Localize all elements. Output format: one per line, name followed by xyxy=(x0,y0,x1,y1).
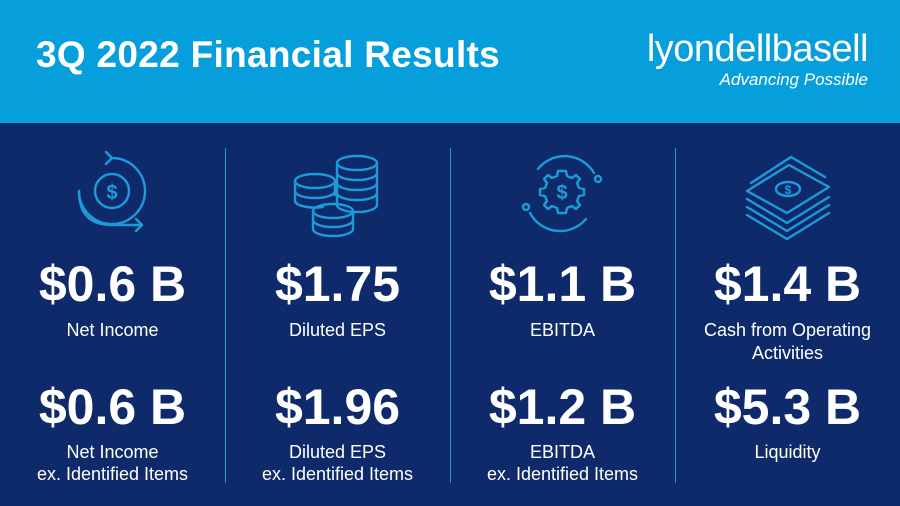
diluted-eps-value: $1.75 xyxy=(274,256,401,312)
metric-column-cash: $ $1.4 B Cash from Operating Activities … xyxy=(675,123,900,506)
svg-text:$: $ xyxy=(556,182,567,204)
svg-text:$: $ xyxy=(106,182,117,204)
logo-wordmark: lyondellbasell xyxy=(646,28,869,70)
page-title: 3Q 2022 Financial Results xyxy=(36,34,501,75)
column-divider xyxy=(450,148,451,483)
dollar-circular-arrows-icon: $ xyxy=(77,150,147,233)
cash-from-operations-value: $1.4 B xyxy=(713,256,862,312)
brand-logo: lyondellbasell Advancing Possible xyxy=(646,28,869,90)
logo-tagline: Advancing Possible xyxy=(719,70,868,89)
ebitda-ex-sublabel: ex. Identified Items xyxy=(486,464,639,484)
svg-text:$: $ xyxy=(785,183,792,197)
ebitda-ex-label: EBITDA xyxy=(529,442,595,462)
metric-column-ebitda: $ $1.1 B EBITDA $1.2 B EBITDA ex. Identi… xyxy=(450,123,675,506)
coin-stacks-icon xyxy=(293,154,379,238)
metric-column-net-income: $ $0.6 B Net Income $0.6 B Net Income ex… xyxy=(0,123,225,506)
header-banner: 3Q 2022 Financial Results lyondellbasell… xyxy=(0,0,900,123)
net-income-label: Net Income xyxy=(66,320,159,340)
ebitda-label: EBITDA xyxy=(529,320,595,340)
liquidity-label: Liquidity xyxy=(754,442,821,462)
dollar-gear-icon: $ xyxy=(521,155,603,233)
liquidity-value: $5.3 B xyxy=(713,379,862,435)
net-income-ex-value: $0.6 B xyxy=(38,379,187,435)
column-divider xyxy=(225,148,226,483)
metrics-panel: $ $0.6 B Net Income $0.6 B Net Income ex… xyxy=(0,123,900,506)
diluted-eps-ex-sublabel: ex. Identified Items xyxy=(261,464,414,484)
metric-column-eps: $1.75 Diluted EPS $1.96 Diluted EPS ex. … xyxy=(225,123,450,506)
net-income-ex-label: Net Income xyxy=(66,442,159,462)
ebitda-value: $1.1 B xyxy=(488,256,637,312)
cash-from-operations-sublabel: Activities xyxy=(751,343,823,363)
cash-from-operations-label: Cash from Operating xyxy=(703,320,872,340)
diluted-eps-ex-value: $1.96 xyxy=(274,379,401,435)
diluted-eps-label: Diluted EPS xyxy=(288,320,387,340)
net-income-value: $0.6 B xyxy=(38,256,187,312)
ebitda-ex-value: $1.2 B xyxy=(488,379,637,435)
diluted-eps-ex-label: Diluted EPS xyxy=(288,442,387,462)
cash-stack-icon: $ xyxy=(745,155,831,241)
column-divider xyxy=(675,148,676,483)
net-income-ex-sublabel: ex. Identified Items xyxy=(36,464,189,484)
